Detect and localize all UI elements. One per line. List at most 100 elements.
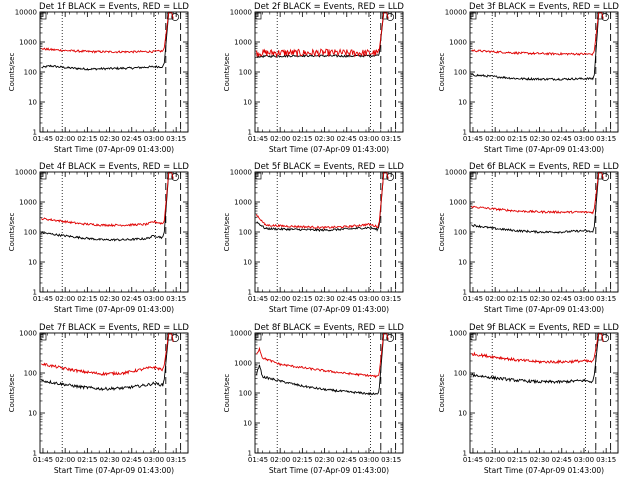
x-tick-label: 02:45 [122, 456, 142, 464]
y-tick-label: 100 [454, 370, 467, 378]
y-axis-label: Counts/sec [223, 374, 231, 413]
start-marker-glyph [470, 333, 477, 341]
y-tick-label: 1000 [234, 199, 252, 207]
y-tick-label: 10000 [15, 9, 37, 17]
chart-panel-1: Det 1f BLACK = Events, RED = LLD Counts/s… [8, 2, 189, 154]
y-axis-label: Counts/sec [8, 374, 16, 413]
chart-title: Det 3f BLACK = Events, RED = LLD [469, 2, 619, 12]
lld-series-line [471, 11, 604, 56]
x-axis-label: Start Time (07-Apr-09 01:43:00) [484, 145, 604, 154]
x-tick-label: 01:45 [463, 456, 483, 464]
plot-frame [469, 11, 619, 133]
y-axis-label: Counts/sec [438, 374, 446, 413]
x-tick-label: 02:00 [55, 135, 75, 143]
x-tick-label: 02:30 [314, 456, 334, 464]
x-tick-label: 02:00 [270, 456, 290, 464]
y-tick-label: 10 [243, 99, 252, 107]
plot-frame [39, 332, 189, 454]
lld-series-line [256, 11, 389, 58]
plot-frame [254, 171, 404, 293]
chart-panel-5: Det 5f BLACK = Events, RED = LLD Counts/s… [223, 162, 404, 314]
y-tick-label: 1000 [19, 199, 37, 207]
chart-title: Det 9f BLACK = Events, RED = LLD [469, 323, 619, 333]
x-axis-label: Start Time (07-Apr-09 01:43:00) [484, 466, 604, 475]
chart-panel-9: Det 9f BLACK = Events, RED = LLD Counts/s… [438, 323, 619, 475]
x-tick-label: 02:45 [337, 135, 357, 143]
y-axis-label: Counts/sec [223, 53, 231, 92]
start-marker-glyph [470, 172, 477, 180]
circle-marker-glyph [601, 13, 610, 21]
y-tick-label: 10000 [15, 169, 37, 177]
circle-marker-glyph [171, 334, 180, 342]
x-tick-label: 01:45 [463, 135, 483, 143]
x-tick-label: 01:45 [33, 456, 53, 464]
y-tick-label: 10 [243, 420, 252, 428]
circle-marker-glyph [386, 173, 395, 181]
y-tick-label: 1 [33, 450, 37, 458]
x-tick-label: 01:45 [33, 295, 53, 303]
x-tick-label: 02:15 [292, 456, 312, 464]
y-tick-label: 1000 [19, 39, 37, 47]
chart-title: Det 2f BLACK = Events, RED = LLD [254, 2, 404, 12]
x-tick-label: 03:00 [144, 295, 164, 303]
x-tick-label: 03:15 [166, 295, 186, 303]
x-tick-label: 03:15 [381, 135, 401, 143]
plot-frame [469, 171, 619, 293]
circle-marker-glyph [601, 173, 610, 181]
lld-series-line [256, 332, 389, 379]
x-tick-label: 01:45 [248, 135, 268, 143]
y-tick-label: 1000 [449, 330, 467, 338]
x-tick-label: 01:45 [248, 295, 268, 303]
y-tick-label: 100 [24, 69, 37, 77]
y-tick-label: 100 [454, 229, 467, 237]
chart-panel-8: Det 8f BLACK = Events, RED = LLD Counts/s… [223, 323, 404, 475]
y-tick-label: 1 [248, 289, 252, 297]
y-tick-label: 1 [463, 129, 467, 137]
x-axis-label: Start Time (07-Apr-09 01:43:00) [269, 145, 389, 154]
y-tick-label: 10 [28, 410, 37, 418]
x-tick-label: 02:45 [122, 135, 142, 143]
y-tick-label: 10 [458, 410, 467, 418]
y-tick-label: 100 [239, 229, 252, 237]
y-tick-label: 1 [33, 289, 37, 297]
x-tick-label: 02:30 [529, 456, 549, 464]
y-tick-label: 100 [24, 370, 37, 378]
chart-panel-6: Det 6f BLACK = Events, RED = LLD Counts/s… [438, 162, 619, 314]
x-axis-label: Start Time (07-Apr-09 01:43:00) [269, 466, 389, 475]
chart-title: Det 8f BLACK = Events, RED = LLD [254, 323, 404, 333]
y-tick-label: 1 [463, 289, 467, 297]
y-tick-label: 1 [248, 129, 252, 137]
x-tick-label: 03:00 [359, 456, 379, 464]
x-tick-label: 02:15 [77, 295, 97, 303]
x-tick-label: 03:15 [596, 456, 616, 464]
start-marker-glyph [255, 12, 262, 20]
events-series-line [471, 332, 604, 385]
x-tick-label: 03:00 [144, 135, 164, 143]
x-tick-label: 02:30 [99, 456, 119, 464]
y-tick-label: 10000 [230, 330, 252, 338]
circle-marker-glyph [386, 13, 395, 21]
y-tick-label: 10 [28, 99, 37, 107]
x-tick-label: 03:00 [574, 456, 594, 464]
x-tick-label: 02:45 [552, 456, 572, 464]
y-tick-label: 100 [239, 69, 252, 77]
x-tick-label: 02:15 [292, 295, 312, 303]
x-tick-label: 01:45 [33, 135, 53, 143]
x-tick-label: 02:15 [292, 135, 312, 143]
x-axis-label: Start Time (07-Apr-09 01:43:00) [54, 305, 174, 314]
x-axis-label: Start Time (07-Apr-09 01:43:00) [484, 305, 604, 314]
y-tick-label: 10000 [230, 169, 252, 177]
circle-marker-glyph [171, 173, 180, 181]
x-axis-label: Start Time (07-Apr-09 01:43:00) [269, 305, 389, 314]
x-tick-label: 03:15 [166, 456, 186, 464]
chart-panel-3: Det 3f BLACK = Events, RED = LLD Counts/s… [438, 2, 619, 154]
x-tick-label: 02:45 [337, 295, 357, 303]
y-tick-label: 100 [454, 69, 467, 77]
circle-marker-glyph [386, 334, 395, 342]
events-series-line [41, 171, 174, 242]
start-marker-glyph [40, 333, 47, 341]
y-axis-label: Counts/sec [438, 213, 446, 252]
x-tick-label: 02:45 [552, 295, 572, 303]
chart-title: Det 5f BLACK = Events, RED = LLD [254, 162, 404, 172]
y-tick-label: 1 [248, 450, 252, 458]
